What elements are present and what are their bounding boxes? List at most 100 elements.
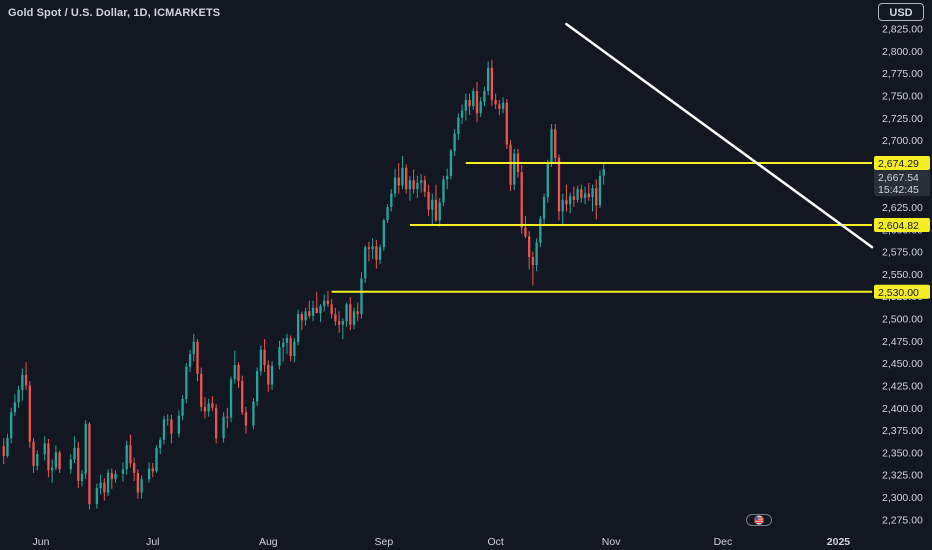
candle-body [21,374,24,390]
candle-body [364,247,367,279]
candle [267,360,270,392]
candle-body [300,314,304,321]
candle-body [397,177,400,186]
candle-body [546,162,549,198]
candle [356,302,359,322]
candle-body [509,144,512,185]
candle-body [326,300,330,305]
candle [140,475,143,499]
candle-body [580,189,583,199]
candle [490,59,494,107]
candle [364,245,367,283]
candle-body [136,472,140,493]
candle [542,193,546,224]
candle [54,445,58,471]
candle-body [211,403,214,408]
candle [475,82,479,123]
candle-body [36,454,39,466]
us-flag-icon[interactable] [746,514,772,526]
candle-body [319,306,322,314]
levels-layer [331,162,872,293]
candle [32,438,35,473]
candle-body [140,479,143,493]
candle-body [270,365,274,385]
candle [2,438,5,464]
candle [255,367,259,406]
candle [416,175,419,199]
price-axis[interactable]: 2,275.00 2,300.00 2,325.00 2,350.00 2,375.00… [882,24,923,527]
low-support-price-badge-bg [874,284,930,299]
candle [121,462,125,482]
candle-body [103,482,106,493]
candle-body [501,102,505,109]
candle [483,86,486,107]
candle-body [431,199,434,210]
candle [509,140,512,191]
candle [371,238,374,259]
candle [498,99,501,116]
candle [99,474,102,495]
candle-body [401,167,404,186]
candle [405,164,408,194]
price-tick-label: 2,275.00 [882,514,923,526]
candle-body [371,246,374,249]
candle-body [311,307,315,316]
candle [151,463,154,478]
candle [125,440,128,475]
candle [278,340,281,370]
candle [330,298,333,319]
candle [300,311,304,331]
candle-body [244,412,248,426]
candle-body [192,341,195,355]
candle-body [408,180,412,190]
candle [460,104,464,125]
price-tick-label: 2,325.00 [882,470,923,482]
currency-button[interactable]: USD [878,3,924,21]
low-support-price-badge: 2,530.00 [878,287,919,299]
trend-line[interactable] [565,22,874,249]
candle-body [282,342,285,348]
candle-body [229,379,233,418]
candle [468,93,471,116]
candle [296,309,300,346]
trend-layer [565,22,874,249]
candle-body [259,349,263,372]
candle-body [576,189,579,200]
candle-body [233,364,236,380]
candle [28,380,31,448]
time-tick-label: Sep [374,536,393,548]
candle-body [598,175,602,206]
price-tick-label: 2,400.00 [882,403,923,415]
candle-body [47,443,50,471]
time-axis[interactable]: Jun Jul Aug Sep Oct Nov Dec 2025 [33,536,851,548]
candle [282,338,285,362]
candle [524,215,527,239]
candle [408,175,412,201]
candle-body [591,188,594,198]
candle-body [382,220,385,248]
candle-body [222,416,225,439]
candle-body [293,341,296,357]
candle [513,149,516,191]
candle-body [151,468,154,472]
candle [464,93,467,121]
candle-body [73,447,76,460]
time-tick-label: Dec [714,536,733,548]
candle-body [106,472,110,493]
candle-body [155,447,158,472]
candle [472,88,475,110]
last-price-badge: 2,667.54 [878,172,919,184]
candle-body [255,371,259,402]
candle-body [356,311,359,315]
candle [24,362,28,390]
candle-body [214,407,218,439]
candle-body [129,445,132,464]
candle-body [58,452,61,470]
candle-body [121,469,125,474]
candle [565,184,568,212]
candle [457,113,460,141]
candle [43,436,46,461]
candle [95,483,99,509]
candle-body [393,177,397,194]
